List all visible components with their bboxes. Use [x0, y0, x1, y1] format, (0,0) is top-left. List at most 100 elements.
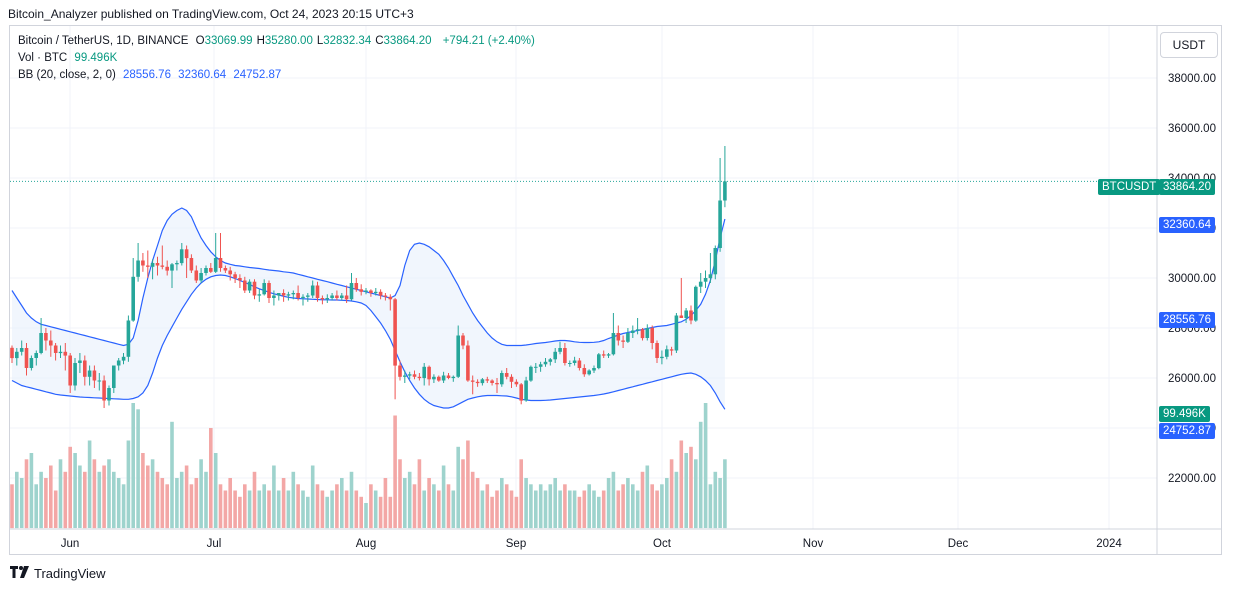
- x-tick-label: Jul: [207, 538, 222, 550]
- volume-bar: [116, 478, 121, 528]
- candle-body: [703, 278, 708, 282]
- volume-bar: [39, 471, 43, 529]
- candle-body: [335, 295, 339, 298]
- volume-bar: [553, 478, 557, 528]
- volume-bar: [335, 484, 339, 529]
- candle-body: [296, 293, 300, 298]
- candle-body: [684, 310, 688, 318]
- candle-body: [655, 343, 659, 358]
- volume-bar: [601, 490, 606, 528]
- candle-body: [209, 268, 213, 272]
- volume-bar: [689, 446, 693, 529]
- candle-body: [175, 263, 179, 265]
- volume-bar: [597, 496, 601, 529]
- candle-body: [116, 360, 121, 366]
- candle-body: [461, 335, 465, 346]
- candle-body: [485, 379, 490, 381]
- volume-bar: [378, 496, 383, 529]
- candle-body: [15, 351, 19, 359]
- volume-bar: [490, 496, 494, 529]
- volume-tag: 99.496K: [1159, 406, 1210, 422]
- candle-body: [228, 270, 232, 275]
- volume-bar: [718, 478, 722, 528]
- volume-bar: [504, 484, 509, 529]
- volume-bar: [233, 490, 237, 528]
- volume-bar: [480, 490, 485, 528]
- candle-body: [514, 381, 519, 385]
- volume-bar: [257, 490, 262, 528]
- volume-bar: [68, 446, 72, 529]
- volume-bar: [131, 403, 135, 528]
- volume-bar: [548, 484, 553, 529]
- candle-body: [131, 276, 135, 321]
- volume-bar: [107, 459, 111, 529]
- volume-bar: [563, 484, 567, 529]
- volume-bar: [223, 490, 228, 528]
- volume-bar: [684, 453, 688, 528]
- tv-logo-icon: [10, 566, 30, 581]
- candle-body: [669, 349, 674, 351]
- volume-bar: [364, 503, 368, 528]
- candle-body: [262, 283, 266, 295]
- volume-bar: [538, 484, 543, 529]
- volume-bar: [587, 484, 591, 529]
- legend-vol-label: Vol · BTC: [18, 52, 68, 64]
- footer-brand[interactable]: TradingView: [10, 566, 106, 581]
- volume-bar: [330, 490, 334, 528]
- candle-body: [126, 320, 131, 357]
- candle-body: [218, 258, 223, 268]
- currency-button[interactable]: USDT: [1160, 32, 1218, 58]
- volume-bar: [626, 478, 630, 528]
- volume-bar: [228, 478, 232, 528]
- y-tick-label: 30000.00: [1168, 273, 1216, 285]
- candle-body: [470, 380, 475, 382]
- price-chart[interactable]: 38000.0036000.0034000.0032000.0030000.00…: [10, 26, 1222, 555]
- candle-body: [121, 356, 126, 361]
- volume-bar: [359, 496, 363, 529]
- volume-bar: [306, 496, 310, 529]
- candle-body: [19, 348, 24, 352]
- candle-body: [344, 295, 349, 300]
- candle-body: [650, 328, 654, 343]
- candle-body: [558, 348, 562, 352]
- candle-body: [340, 295, 344, 298]
- volume-bar: [126, 440, 131, 528]
- volume-bar: [310, 465, 315, 528]
- candle-body: [597, 354, 601, 369]
- volume-bar: [694, 459, 698, 529]
- volume-bar: [495, 490, 499, 528]
- volume-bar: [679, 440, 684, 528]
- volume-bar: [582, 490, 587, 528]
- volume-bar: [475, 478, 480, 528]
- volume-bar: [267, 490, 271, 528]
- volume-bar: [514, 496, 519, 529]
- x-tick-label: Dec: [948, 538, 969, 550]
- volume-bar: [441, 465, 446, 528]
- candle-body: [102, 380, 106, 401]
- chart-frame: [9, 25, 1222, 555]
- volume-bar: [296, 484, 300, 529]
- candle-body: [257, 294, 262, 296]
- candle-body: [286, 294, 291, 296]
- volume-bar: [238, 496, 242, 529]
- volume-bar: [631, 484, 635, 529]
- candle-body: [58, 351, 63, 354]
- volume-bar: [150, 459, 155, 529]
- candle-body: [39, 333, 43, 353]
- candle-body: [407, 374, 412, 376]
- candle-body: [150, 263, 155, 267]
- candle-body: [592, 368, 596, 371]
- candle-body: [456, 335, 460, 377]
- volume-bar: [179, 471, 184, 529]
- legend-ohlc: O33069.99 H35280.00 L32832.34 C33864.20: [196, 35, 436, 47]
- legend-ohlc-key: H: [256, 35, 265, 47]
- volume-bar: [170, 421, 174, 529]
- volume-bar: [437, 490, 441, 528]
- candle-body: [529, 366, 533, 381]
- volume-bar: [645, 465, 650, 528]
- candle-body: [718, 200, 722, 248]
- volume-bar: [456, 446, 460, 529]
- candle-body: [645, 328, 650, 338]
- candle-body: [325, 298, 329, 300]
- candle-body: [538, 364, 543, 367]
